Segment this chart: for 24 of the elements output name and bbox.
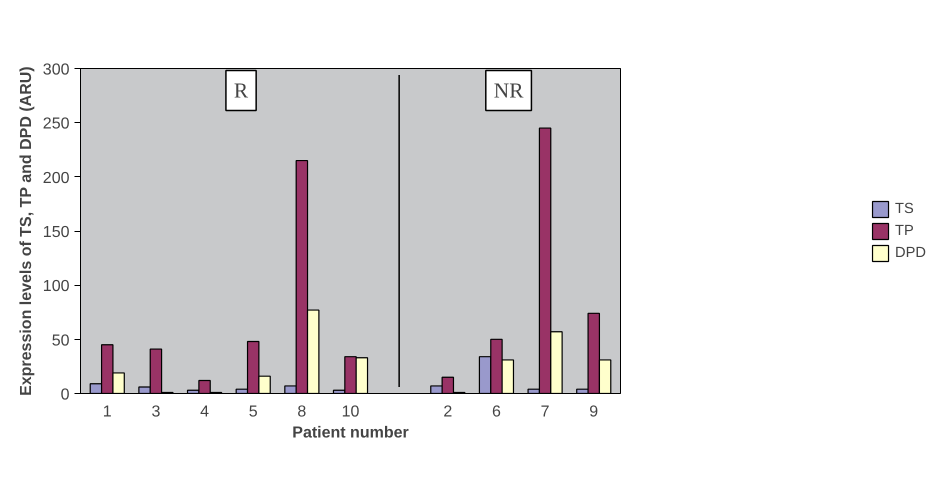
legend-label: TP [895,222,915,238]
x-tick-label: 9 [589,404,598,420]
x-tick-label: 6 [492,404,501,420]
x-tick-label: 7 [540,404,550,420]
x-tick-label: 4 [200,404,210,420]
y-axis-title: Expression levels of TS, TP and DPD (ARU) [18,66,35,396]
y-tick-label: 50 [52,332,70,350]
x-axis-title: Patient number [292,424,409,442]
x-tick-label: 10 [342,404,360,420]
x-tick-label: 3 [151,404,160,420]
x-tick-label: 5 [248,404,258,420]
legend-label: DPD [895,244,926,260]
x-tick-label: 2 [443,404,452,420]
y-tick-label: 250 [42,116,70,133]
y-tick-label: 150 [42,224,70,241]
y-tick-label: 300 [42,62,70,78]
y-tick-label: 0 [60,386,70,404]
x-tick-label: 1 [102,404,112,420]
annotation: NR [494,78,524,102]
x-tick-label: 8 [297,404,306,420]
y-tick-label: 100 [42,278,70,296]
legend-label: TS [895,200,915,216]
y-tick-label: 200 [42,170,70,187]
annotation: R [234,78,249,102]
